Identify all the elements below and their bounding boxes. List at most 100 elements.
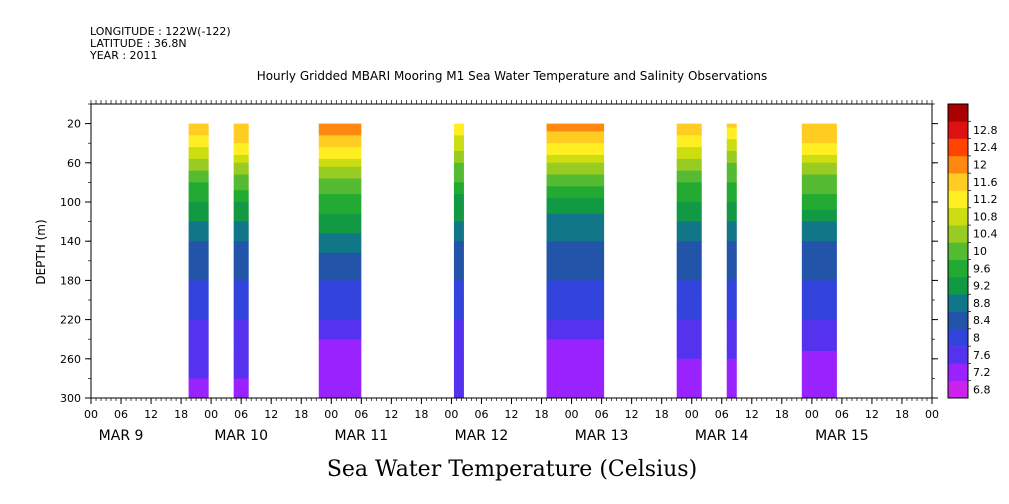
temperature-band xyxy=(676,143,702,148)
temperature-band xyxy=(318,354,362,360)
temperature-band xyxy=(233,198,249,203)
temperature-band xyxy=(188,284,209,289)
temperature-band xyxy=(453,237,464,242)
temperature-band xyxy=(546,245,605,250)
temperature-band xyxy=(676,374,702,379)
temperature-band xyxy=(318,284,362,289)
x-tick-label: 06 xyxy=(474,408,488,421)
temperature-band xyxy=(546,350,605,356)
temperature-band xyxy=(318,280,362,285)
temperature-band xyxy=(676,256,702,262)
temperature-band xyxy=(318,307,362,313)
temperature-band xyxy=(233,166,249,172)
temperature-band xyxy=(318,245,362,250)
temperature-band xyxy=(676,178,702,183)
temperature-band xyxy=(726,300,737,305)
temperature-band xyxy=(453,198,464,203)
temperature-band xyxy=(546,335,605,340)
colorbar-swatch xyxy=(948,207,968,226)
temperature-band xyxy=(188,252,209,258)
temperature-band xyxy=(676,151,702,156)
x-tick-label: 18 xyxy=(174,408,188,421)
temperature-band xyxy=(801,307,837,313)
colorbar-swatch xyxy=(948,155,968,174)
temperature-band xyxy=(188,147,209,152)
temperature-band xyxy=(676,335,702,340)
temperature-band xyxy=(453,319,464,325)
temperature-band xyxy=(546,252,605,258)
temperature-band xyxy=(233,335,249,340)
temperature-band xyxy=(801,190,837,195)
temperature-band xyxy=(726,127,737,132)
temperature-band xyxy=(546,268,605,274)
temperature-band xyxy=(318,182,362,187)
temperature-band xyxy=(546,366,605,372)
y-tick-label: 60 xyxy=(67,157,81,170)
temperature-band xyxy=(726,131,737,136)
temperature-band xyxy=(233,331,249,336)
colorbar-swatch xyxy=(948,173,968,191)
temperature-band xyxy=(453,229,464,234)
temperature-band xyxy=(726,374,737,379)
temperature-band xyxy=(318,194,362,199)
temperature-band xyxy=(676,300,702,305)
x-tick-label: 06 xyxy=(595,408,609,421)
temperature-band xyxy=(801,323,837,328)
temperature-band xyxy=(188,311,209,317)
temperature-band xyxy=(676,350,702,356)
temperature-band xyxy=(453,323,464,328)
temperature-band xyxy=(801,237,837,242)
temperature-band xyxy=(546,178,605,183)
temperature-band xyxy=(726,162,737,168)
temperature-band xyxy=(233,378,249,383)
axes: 00 06 12 18 00 06 12 18 00 06 12 18 00 06 12 18 00 06 12 18… xyxy=(60,100,939,444)
temperature-band xyxy=(801,374,837,379)
temperature-band xyxy=(233,264,249,270)
temperature-band xyxy=(676,386,702,391)
temperature-band xyxy=(546,260,605,266)
temperature-band xyxy=(188,280,209,285)
temperature-band xyxy=(546,139,605,144)
temperature-band xyxy=(801,292,837,297)
colorbar-label: 9.2 xyxy=(973,280,991,293)
temperature-band xyxy=(676,343,702,348)
temperature-band xyxy=(188,182,209,187)
temperature-band xyxy=(188,221,209,227)
temperature-band xyxy=(233,123,249,129)
temperature-band xyxy=(233,311,249,317)
colorbar-swatch xyxy=(948,363,968,382)
y-tick-label: 300 xyxy=(60,392,81,405)
temperature-band xyxy=(676,182,702,187)
temperature-band xyxy=(318,151,362,156)
temperature-band xyxy=(676,303,702,309)
temperature-band xyxy=(233,256,249,262)
temperature-band xyxy=(318,272,362,277)
temperature-band xyxy=(318,143,362,148)
temperature-band xyxy=(676,362,702,368)
temperature-band xyxy=(188,154,209,160)
temperature-band xyxy=(546,147,605,152)
temperature-band xyxy=(546,205,605,211)
temperature-band xyxy=(546,213,605,219)
temperature-band xyxy=(453,174,464,179)
temperature-band xyxy=(318,131,362,136)
temperature-band xyxy=(453,280,464,285)
temperature-band xyxy=(233,127,249,132)
temperature-band xyxy=(453,296,464,301)
temperature-band xyxy=(188,131,209,136)
temperature-band xyxy=(188,202,209,207)
temperature-band xyxy=(726,362,737,368)
temperature-band xyxy=(546,343,605,348)
temperature-band xyxy=(453,311,464,317)
temperature-band xyxy=(318,135,362,140)
temperature-band xyxy=(453,213,464,219)
temperature-band xyxy=(188,151,209,156)
temperature-band xyxy=(726,233,737,238)
temperature-band xyxy=(801,370,837,375)
temperature-band xyxy=(318,162,362,168)
temperature-band xyxy=(188,307,209,313)
temperature-band xyxy=(726,186,737,191)
temperature-band xyxy=(233,252,249,258)
temperature-band xyxy=(726,358,737,364)
temperature-band xyxy=(188,198,209,203)
